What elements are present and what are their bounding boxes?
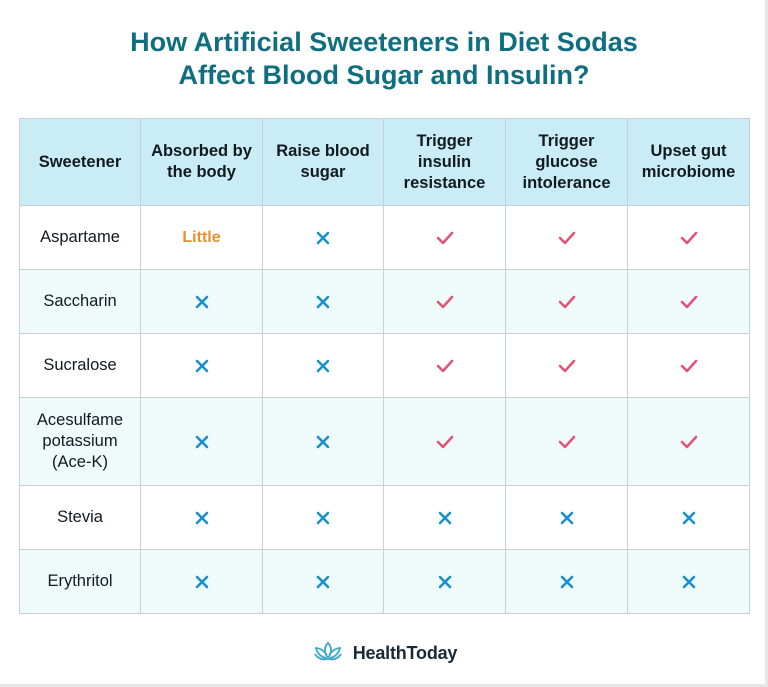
cell-glucose-intolerance xyxy=(505,397,628,486)
cross-icon xyxy=(316,359,330,372)
sweetener-name: Sucralose xyxy=(19,333,141,398)
check-icon xyxy=(436,231,453,244)
check-icon xyxy=(436,359,453,372)
cell-gut-microbiome xyxy=(627,485,750,550)
header-insulin-resistance: Trigger insulin resistance xyxy=(383,118,506,206)
check-icon xyxy=(680,295,697,308)
cross-icon xyxy=(195,575,208,588)
cross-icon xyxy=(195,511,208,524)
cell-gut-microbiome xyxy=(627,205,750,270)
cell-absorbed xyxy=(140,397,263,486)
cross-icon xyxy=(316,295,330,308)
sweetener-name: Aspartame xyxy=(19,205,141,270)
cross-icon xyxy=(438,511,451,524)
cross-icon xyxy=(195,359,208,372)
check-icon xyxy=(558,231,575,244)
cell-glucose-intolerance xyxy=(505,269,628,334)
cross-icon xyxy=(316,511,330,524)
title-line-2: Affect Blood Sugar and Insulin? xyxy=(178,60,590,90)
cell-raise-blood-sugar xyxy=(262,269,384,334)
cell-gut-microbiome xyxy=(627,549,750,614)
cell-glucose-intolerance xyxy=(505,549,628,614)
table-row: Aspartame Little xyxy=(19,205,750,270)
table-row: Acesulfame potassium (Ace-K) xyxy=(19,397,750,486)
title-line-1: How Artificial Sweeteners in Diet Sodas xyxy=(130,27,638,57)
sweetener-name: Saccharin xyxy=(19,269,141,334)
cell-absorbed: Little xyxy=(140,205,263,270)
table-row: Stevia xyxy=(19,485,750,550)
cell-insulin-resistance xyxy=(383,269,506,334)
cell-insulin-resistance xyxy=(383,333,506,398)
table-row: Sucralose xyxy=(19,333,750,398)
cross-icon xyxy=(316,231,330,244)
cell-raise-blood-sugar xyxy=(262,485,384,550)
cross-icon xyxy=(682,575,695,588)
lotus-icon xyxy=(311,640,345,667)
cell-gut-microbiome xyxy=(627,269,750,334)
cross-icon xyxy=(316,435,330,448)
cell-glucose-intolerance xyxy=(505,333,628,398)
cell-gut-microbiome xyxy=(627,333,750,398)
header-gut-label: Upset gut microbiome xyxy=(641,142,736,181)
sweetener-name: Erythritol xyxy=(19,549,141,614)
cell-insulin-resistance xyxy=(383,397,506,486)
cell-raise-blood-sugar xyxy=(262,205,384,270)
cross-icon xyxy=(195,435,208,448)
header-row: Sweetener Absorbed by the body Raise blo… xyxy=(19,118,750,206)
header-insulin-label: Trigger insulin resistance xyxy=(403,131,486,192)
cell-glucose-intolerance xyxy=(505,205,628,270)
cross-icon xyxy=(195,295,208,308)
cell-gut-microbiome xyxy=(627,397,750,486)
brand-name: HealthToday xyxy=(352,643,458,663)
header-raise-blood-sugar: Raise blood sugar xyxy=(262,118,384,206)
table-row: Erythritol xyxy=(19,549,750,614)
little-label: Little xyxy=(182,229,221,246)
header-sweetener: Sweetener xyxy=(19,118,141,206)
table-row: Saccharin xyxy=(19,269,750,334)
check-icon xyxy=(558,295,575,308)
cross-icon xyxy=(438,575,451,588)
cell-insulin-resistance xyxy=(383,485,506,550)
cell-absorbed xyxy=(140,485,263,550)
cell-absorbed xyxy=(140,549,263,614)
check-icon xyxy=(680,435,697,448)
page-title: How Artificial Sweeteners in Diet Sodas … xyxy=(0,26,768,92)
cross-icon xyxy=(682,511,695,524)
cell-absorbed xyxy=(140,333,263,398)
cell-glucose-intolerance xyxy=(505,485,628,550)
header-glucose-intolerance: Trigger glucose intolerance xyxy=(505,118,628,206)
comparison-table: Sweetener Absorbed by the body Raise blo… xyxy=(19,118,750,614)
sweetener-name: Acesulfame potassium (Ace-K) xyxy=(19,397,141,486)
check-icon xyxy=(436,435,453,448)
header-glucose-label: Trigger glucose intolerance xyxy=(522,131,611,192)
header-absorbed: Absorbed by the body xyxy=(140,118,263,206)
cell-absorbed xyxy=(140,269,263,334)
check-icon xyxy=(558,359,575,372)
cross-icon xyxy=(316,575,330,588)
table-body: Aspartame Little Saccharin Sucralose Acesulf… xyxy=(19,205,750,614)
cell-raise-blood-sugar xyxy=(262,397,384,486)
header-gut-microbiome: Upset gut microbiome xyxy=(627,118,750,206)
check-icon xyxy=(680,359,697,372)
cell-raise-blood-sugar xyxy=(262,333,384,398)
cell-raise-blood-sugar xyxy=(262,549,384,614)
header-absorbed-label: Absorbed by the body xyxy=(151,142,252,181)
cross-icon xyxy=(560,511,573,524)
cross-icon xyxy=(560,575,573,588)
check-icon xyxy=(680,231,697,244)
check-icon xyxy=(558,435,575,448)
cell-insulin-resistance xyxy=(383,205,506,270)
footer: HealthToday xyxy=(0,640,768,667)
cell-insulin-resistance xyxy=(383,549,506,614)
check-icon xyxy=(436,295,453,308)
header-raise-label: Raise blood sugar xyxy=(276,142,370,181)
sweetener-name: Stevia xyxy=(19,485,141,550)
